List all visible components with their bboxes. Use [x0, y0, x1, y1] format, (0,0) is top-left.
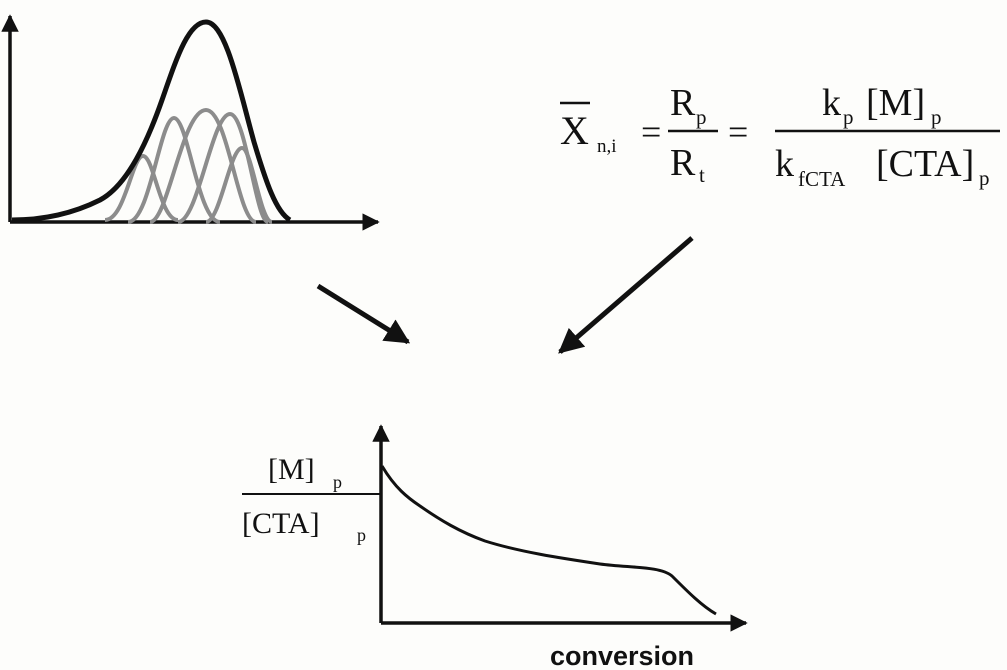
cta-subscript: p	[979, 166, 990, 190]
right-arrow-icon	[558, 236, 694, 354]
degree-of-polymerization-equation: X n,i = R p R t = k p [M] p k fCTA [CTA]…	[560, 82, 1000, 191]
kp-subscript: p	[843, 105, 854, 129]
rp-base: R	[670, 82, 696, 124]
monomer-subscript: p	[931, 105, 942, 129]
ylabel-denominator-subscript: p	[357, 525, 366, 545]
xn-symbol: X	[560, 108, 589, 153]
y-axis-label: [M] p [CTA] p	[242, 453, 382, 545]
equals-sign: =	[728, 112, 748, 152]
distribution-plot	[1, 14, 380, 231]
conversion-plot: [M] p [CTA] p conversion	[242, 424, 748, 670]
gray-distribution-curve	[149, 107, 257, 224]
gray-distribution-curve	[205, 145, 273, 224]
cta-concentration: [CTA]	[876, 143, 974, 185]
gray-distribution-curve	[177, 111, 270, 224]
rt-base: R	[670, 142, 696, 184]
ratio-vs-conversion-curve	[380, 465, 717, 616]
rt-subscript: t	[699, 163, 705, 187]
kp-base: k	[822, 82, 841, 124]
ylabel-numerator: [M]	[268, 453, 315, 486]
equals-sign: =	[641, 112, 661, 152]
xn-subscript: n,i	[597, 136, 617, 157]
ylabel-numerator-subscript: p	[333, 472, 342, 492]
gray-distribution-curve	[127, 115, 221, 224]
envelope-distribution-curve	[11, 19, 292, 223]
x-axis-label: conversion	[550, 641, 694, 670]
monomer-concentration: [M]	[866, 82, 925, 124]
gray-distribution-curve	[104, 153, 179, 222]
left-arrow-icon	[316, 283, 411, 345]
ylabel-denominator: [CTA]	[242, 507, 320, 540]
kfcta-base: k	[775, 143, 794, 185]
kfcta-subscript: fCTA	[798, 167, 846, 191]
rp-subscript: p	[696, 105, 707, 129]
